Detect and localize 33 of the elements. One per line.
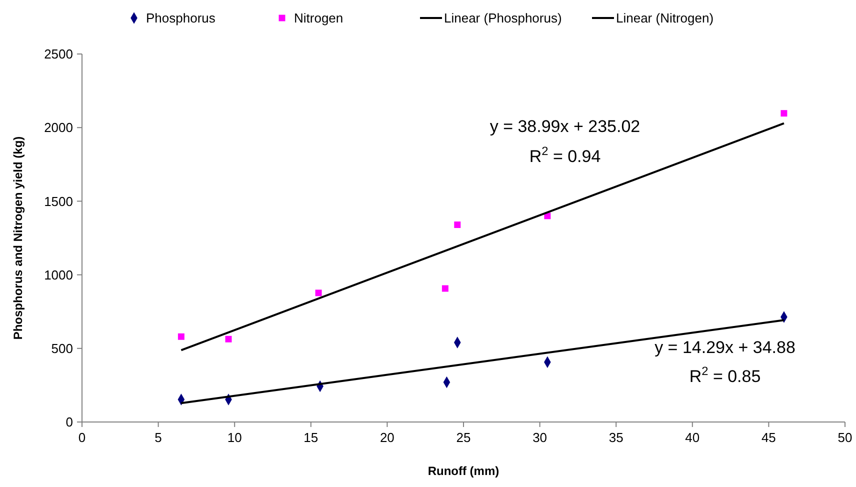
y-tick-label: 500 [51, 340, 73, 356]
x-tick-label: 50 [838, 430, 852, 445]
point [780, 110, 788, 117]
y-tick-label: 2000 [44, 120, 73, 136]
point [225, 336, 232, 342]
x-tick-label: 10 [227, 430, 242, 445]
x-tick-label: 35 [608, 430, 624, 445]
x-tick-label: 30 [532, 430, 548, 445]
x-tick-label: 20 [380, 430, 394, 445]
point [315, 290, 322, 296]
y-tick-label: 2500 [44, 46, 73, 62]
y-tick-label: 0 [66, 414, 73, 430]
point [178, 333, 184, 340]
point [454, 222, 461, 228]
legend-label: Phosphorus [146, 10, 216, 26]
annotation: y = 14.29x + 34.88 [654, 338, 796, 357]
annotation: R$^{2}$ = 0.85 [689, 364, 761, 386]
y-axis-title: Phosphorus and Nitrogen yield (kg) [11, 136, 25, 340]
point [442, 285, 448, 292]
y-tick-label: 1000 [44, 267, 73, 282]
annotation: y = 38.99x + 235.02 [490, 117, 640, 136]
x-tick-label: 15 [304, 430, 318, 445]
x-axis-title: Runoff (mm) [428, 464, 500, 478]
x-tick-label: 25 [456, 430, 471, 445]
x-tick-label: 45 [761, 430, 776, 445]
legend-label: Linear (Phosphorus) [444, 10, 562, 26]
annotation: R$^{2}$ = 0.94 [529, 144, 601, 166]
x-tick-label: 40 [685, 430, 700, 445]
x-tick-label: 0 [78, 430, 86, 445]
y-tick-label: 1500 [44, 194, 73, 209]
legend-label: Linear (Nitrogen) [616, 10, 714, 26]
legend-label: Nitrogen [294, 10, 344, 26]
x-tick-label: 5 [154, 430, 162, 445]
